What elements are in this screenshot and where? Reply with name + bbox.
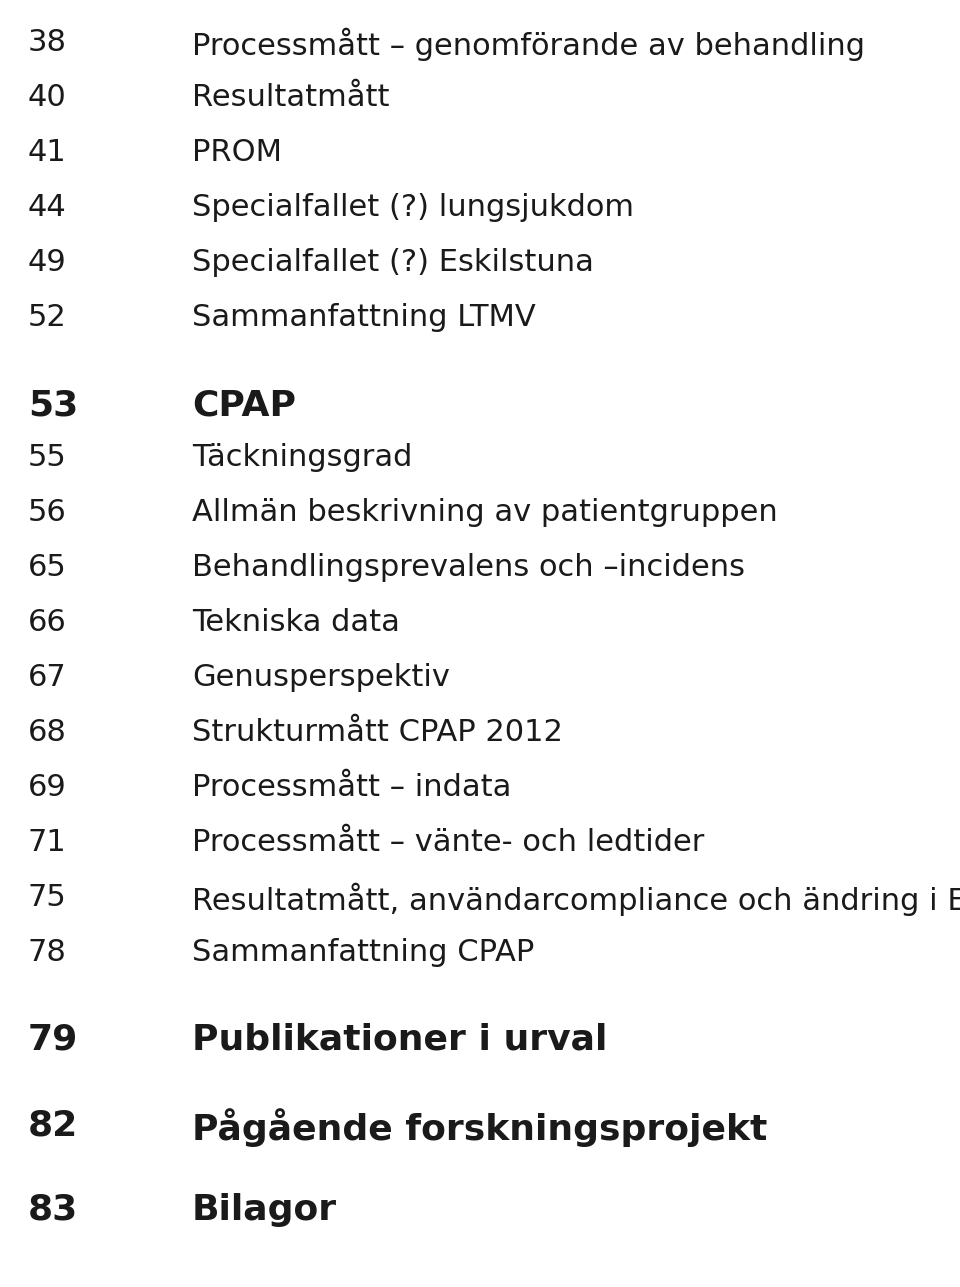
Text: 71: 71	[28, 828, 67, 857]
Text: Publikationer i urval: Publikationer i urval	[192, 1023, 608, 1057]
Text: 38: 38	[28, 28, 67, 57]
Text: 53: 53	[28, 387, 79, 422]
Text: Processmått – genomförande av behandling: Processmått – genomförande av behandling	[192, 28, 865, 62]
Text: Bilagor: Bilagor	[192, 1193, 337, 1227]
Text: PROM: PROM	[192, 138, 282, 167]
Text: Processmått – indata: Processmått – indata	[192, 773, 512, 802]
Text: 78: 78	[28, 938, 67, 967]
Text: 66: 66	[28, 607, 67, 637]
Text: 41: 41	[28, 138, 67, 167]
Text: 83: 83	[28, 1193, 79, 1227]
Text: Sammanfattning LTMV: Sammanfattning LTMV	[192, 302, 536, 332]
Text: Resultatmått: Resultatmått	[192, 82, 390, 112]
Text: 55: 55	[28, 443, 67, 472]
Text: 56: 56	[28, 498, 67, 526]
Text: Täckningsgrad: Täckningsgrad	[192, 443, 413, 472]
Text: Sammanfattning CPAP: Sammanfattning CPAP	[192, 938, 535, 967]
Text: 44: 44	[28, 193, 67, 221]
Text: Resultatmått, användarcompliance och ändring i ESS: Resultatmått, användarcompliance och änd…	[192, 883, 960, 916]
Text: 75: 75	[28, 883, 67, 912]
Text: Behandlingsprevalens och –incidens: Behandlingsprevalens och –incidens	[192, 553, 745, 582]
Text: Specialfallet (?) Eskilstuna: Specialfallet (?) Eskilstuna	[192, 248, 594, 277]
Text: 79: 79	[28, 1023, 79, 1057]
Text: Pågående forskningsprojekt: Pågående forskningsprojekt	[192, 1108, 767, 1147]
Text: 40: 40	[28, 82, 67, 112]
Text: Processmått – vänte- och ledtider: Processmått – vänte- och ledtider	[192, 828, 705, 857]
Text: Genusperspektiv: Genusperspektiv	[192, 663, 450, 692]
Text: 82: 82	[28, 1108, 79, 1142]
Text: 67: 67	[28, 663, 67, 692]
Text: Allmän beskrivning av patientgruppen: Allmän beskrivning av patientgruppen	[192, 498, 778, 526]
Text: Specialfallet (?) lungsjukdom: Specialfallet (?) lungsjukdom	[192, 193, 634, 221]
Text: 49: 49	[28, 248, 67, 277]
Text: Strukturmått CPAP 2012: Strukturmått CPAP 2012	[192, 718, 563, 746]
Text: Tekniska data: Tekniska data	[192, 607, 400, 637]
Text: 68: 68	[28, 718, 67, 746]
Text: CPAP: CPAP	[192, 387, 296, 422]
Text: 69: 69	[28, 773, 67, 802]
Text: 65: 65	[28, 553, 67, 582]
Text: 52: 52	[28, 302, 67, 332]
